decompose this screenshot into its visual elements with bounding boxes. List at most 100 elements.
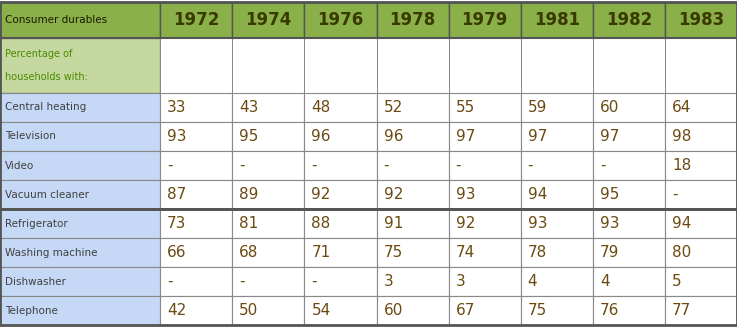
Bar [665,2,737,38]
Text: 5: 5 [672,274,682,289]
Bar [377,2,449,38]
Bar [377,151,449,180]
Bar [0,180,160,209]
Text: -: - [455,158,461,173]
Bar [304,2,377,38]
Text: 54: 54 [312,303,331,318]
Bar [449,2,521,38]
Text: 92: 92 [455,216,475,231]
Bar [665,151,737,180]
Bar [665,296,737,325]
Text: 80: 80 [672,245,691,260]
Bar [521,122,593,151]
Bar [160,122,232,151]
Bar [665,267,737,296]
Bar [0,238,160,267]
Bar [377,38,449,93]
Bar [521,93,593,122]
Bar [449,267,521,296]
Text: 97: 97 [528,129,547,144]
Text: 3: 3 [455,274,465,289]
Text: -: - [167,274,172,289]
Text: 74: 74 [455,245,475,260]
Bar [304,38,377,93]
Text: 95: 95 [240,129,259,144]
Text: 50: 50 [240,303,259,318]
Text: 81: 81 [240,216,259,231]
Text: 93: 93 [167,129,186,144]
Bar [665,238,737,267]
Text: 77: 77 [672,303,691,318]
Text: 87: 87 [167,187,186,202]
Bar [232,122,304,151]
Text: 92: 92 [383,187,403,202]
Bar [449,122,521,151]
Bar [304,209,377,238]
Text: 94: 94 [672,216,691,231]
Bar [665,122,737,151]
Bar [593,93,665,122]
Text: 75: 75 [383,245,402,260]
Text: -: - [600,158,605,173]
Bar [593,151,665,180]
Bar [449,93,521,122]
Text: Refrigerator: Refrigerator [5,218,68,229]
Bar [665,180,737,209]
Bar [377,296,449,325]
Text: 1982: 1982 [606,11,652,29]
Bar [593,2,665,38]
Bar [304,93,377,122]
Bar [449,296,521,325]
Bar [0,122,160,151]
Bar [449,209,521,238]
Text: Video: Video [5,161,34,170]
Text: Washing machine: Washing machine [5,248,97,258]
Bar [232,267,304,296]
Bar [232,151,304,180]
Text: 92: 92 [312,187,331,202]
Bar [593,122,665,151]
Bar [160,93,232,122]
Text: 42: 42 [167,303,186,318]
Bar [304,122,377,151]
Bar [593,209,665,238]
Text: Telephone: Telephone [5,306,58,316]
Text: -: - [672,187,677,202]
Bar [593,238,665,267]
Bar [160,180,232,209]
Text: 66: 66 [167,245,186,260]
Text: 64: 64 [672,100,691,115]
Bar [304,180,377,209]
Bar [0,93,160,122]
Text: 97: 97 [600,129,619,144]
Bar [0,38,160,93]
Bar [160,209,232,238]
Text: 59: 59 [528,100,547,115]
Bar [377,122,449,151]
Bar [304,238,377,267]
Text: Dishwasher: Dishwasher [5,277,66,287]
Text: 33: 33 [167,100,186,115]
Text: 60: 60 [383,303,403,318]
Text: 1976: 1976 [318,11,363,29]
Text: 4: 4 [528,274,537,289]
Bar [160,2,232,38]
Text: 55: 55 [455,100,475,115]
Text: -: - [312,274,317,289]
Text: 96: 96 [312,129,331,144]
Bar [521,151,593,180]
Bar [449,151,521,180]
Bar [377,238,449,267]
Text: 97: 97 [455,129,475,144]
Text: 71: 71 [312,245,331,260]
Text: 1979: 1979 [461,11,508,29]
Bar [521,267,593,296]
Text: 79: 79 [600,245,619,260]
Bar [304,296,377,325]
Bar [232,238,304,267]
Text: Central heating: Central heating [5,102,86,112]
Bar [449,38,521,93]
Bar [0,267,160,296]
Text: 3: 3 [383,274,394,289]
Bar [521,238,593,267]
